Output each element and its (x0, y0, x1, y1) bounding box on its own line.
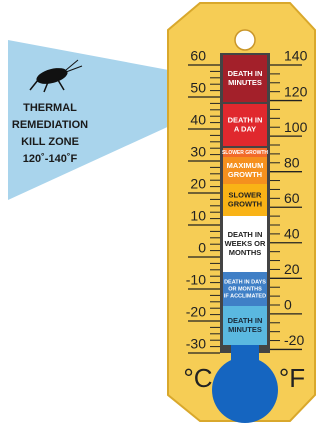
celsius-tick-label: 40 (190, 112, 206, 128)
zone-label: MAXIMUM (227, 161, 264, 170)
celsius-tick-label: 10 (190, 208, 206, 224)
fahrenheit-tick-label: 80 (284, 154, 300, 170)
zone-label: GROWTH (228, 199, 262, 208)
fahrenheit-tick-label: 120 (284, 83, 308, 99)
celsius-tick-label: 50 (190, 80, 206, 96)
fahrenheit-tick-label: 40 (284, 225, 300, 241)
fahrenheit-tick-label: -20 (284, 332, 304, 348)
fahrenheit-unit: °F (279, 363, 305, 393)
celsius-tick-label: 60 (190, 48, 206, 64)
fahrenheit-tick-label: 60 (284, 190, 300, 206)
zone-label: GROWTH (228, 170, 262, 179)
zone-label: DEATH IN (228, 115, 263, 124)
celsius-tick-label: -10 (186, 272, 206, 288)
fahrenheit-tick-label: 140 (284, 48, 308, 64)
zone-label: MINUTES (228, 325, 262, 334)
fahrenheit-tick-label: 20 (284, 261, 300, 277)
zone-label: MONTHS (229, 248, 262, 257)
celsius-tick-label: 20 (190, 176, 206, 192)
celsius-tick-label: 0 (198, 240, 206, 256)
celsius-tick-label: 30 (190, 144, 206, 160)
zone-label: DEATH IN DAYS (224, 279, 266, 285)
thermometer-graphic: THERMAL REMEDIATION KILL ZONE 120˚-140˚F DE… (0, 0, 319, 425)
callout-line: REMEDIATION (12, 119, 88, 131)
celsius-unit: °C (183, 363, 212, 393)
fahrenheit-tick-label: 100 (284, 119, 308, 135)
zone-label: SLOWER (229, 190, 262, 199)
zone-label: SLOWER GROWTH (222, 150, 268, 156)
celsius-tick-label: -30 (186, 336, 206, 352)
zone-label: DEATH IN (228, 69, 263, 78)
zone-label: IF ACCLIMATED (224, 293, 266, 299)
zone-label: A DAY (234, 124, 256, 133)
fahrenheit-tick-label: 0 (284, 297, 292, 313)
celsius-tick-label: -20 (186, 304, 206, 320)
zone-label: MINUTES (228, 78, 262, 87)
callout-line: 120˚-140˚F (23, 153, 78, 165)
zone-label: WEEKS OR (225, 239, 266, 248)
callout-line: KILL ZONE (21, 136, 79, 148)
zone-label: DEATH IN (228, 316, 263, 325)
callout-line: THERMAL (23, 102, 77, 114)
zone-label: OR MONTHS (228, 286, 262, 292)
zone-label: DEATH IN (228, 230, 263, 239)
hanging-hole (235, 30, 255, 50)
